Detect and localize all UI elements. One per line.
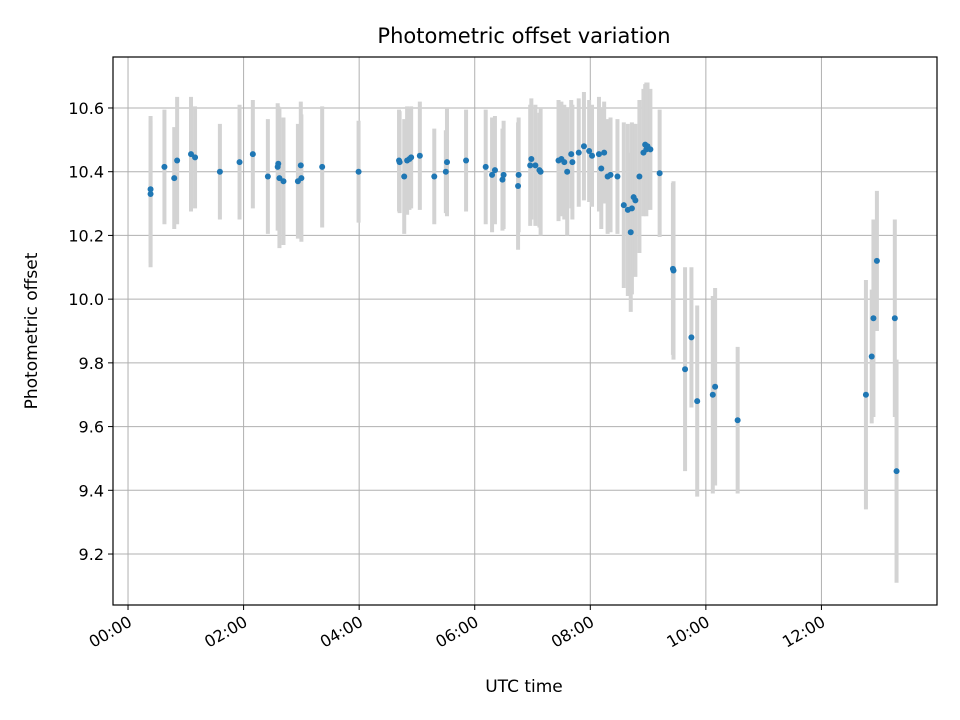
data-point	[647, 146, 654, 153]
data-point	[694, 398, 701, 405]
data-point	[431, 173, 438, 180]
data-point	[620, 202, 627, 209]
data-point	[561, 159, 568, 166]
data-point	[709, 391, 716, 398]
y-tick-label: 9.2	[79, 545, 104, 564]
data-point	[688, 334, 695, 341]
y-tick-label: 9.4	[79, 481, 104, 500]
data-point	[236, 159, 243, 166]
data-point	[595, 151, 602, 158]
chart-title: Photometric offset variation	[377, 24, 670, 48]
data-point	[575, 149, 582, 156]
data-point	[491, 167, 498, 174]
data-point	[174, 157, 181, 164]
data-point	[528, 155, 535, 162]
data-point	[515, 183, 522, 190]
data-point	[568, 151, 575, 158]
data-point	[580, 143, 587, 150]
data-point	[147, 191, 154, 197]
data-point	[527, 162, 534, 169]
y-tick-label: 10.4	[68, 163, 104, 182]
data-point	[276, 175, 283, 182]
y-tick-label: 9.8	[79, 354, 104, 373]
y-tick-label: 10.6	[68, 99, 104, 118]
data-point	[868, 353, 875, 360]
data-point	[192, 154, 199, 161]
x-axis-title: UTC time	[485, 677, 563, 697]
data-point	[656, 170, 663, 177]
data-point	[564, 168, 571, 175]
data-point	[171, 175, 178, 182]
data-point	[614, 173, 621, 180]
data-point	[264, 173, 271, 180]
data-point	[188, 151, 195, 158]
data-point	[463, 157, 470, 164]
y-axis-title: Photometric offset	[22, 252, 42, 409]
data-point	[632, 197, 639, 204]
data-point	[607, 171, 614, 178]
data-point	[601, 149, 608, 156]
data-point	[636, 173, 643, 180]
data-point	[598, 165, 605, 172]
data-point	[216, 168, 223, 175]
data-point	[500, 171, 507, 178]
data-point	[670, 267, 677, 274]
data-point	[499, 176, 506, 183]
data-point	[712, 383, 719, 390]
data-point	[443, 159, 450, 166]
data-point	[589, 152, 596, 159]
data-point	[408, 154, 415, 161]
data-point	[297, 162, 304, 169]
data-point	[416, 152, 423, 159]
data-point	[873, 257, 880, 264]
data-point	[734, 417, 741, 424]
data-point	[682, 366, 689, 373]
data-point	[870, 315, 877, 322]
data-point	[515, 171, 522, 178]
data-point	[532, 162, 539, 169]
data-point	[161, 163, 168, 170]
data-point	[893, 468, 900, 475]
data-point	[249, 151, 256, 158]
data-point	[442, 168, 449, 175]
data-point	[586, 147, 593, 154]
data-points	[147, 141, 900, 475]
data-point	[319, 163, 326, 170]
data-point	[147, 186, 154, 193]
data-point	[275, 160, 282, 167]
data-point	[628, 205, 635, 212]
y-tick-label: 10.0	[68, 290, 104, 309]
data-point	[489, 171, 496, 178]
y-tick-label: 9.6	[79, 418, 104, 437]
data-point	[482, 163, 489, 170]
data-point	[298, 175, 305, 182]
data-point	[891, 315, 898, 322]
data-point	[627, 229, 634, 236]
data-point	[396, 159, 403, 166]
y-tick-label: 10.2	[68, 226, 104, 245]
data-point	[355, 168, 362, 175]
data-point	[401, 173, 408, 180]
data-point	[537, 168, 544, 175]
data-point	[862, 391, 869, 398]
plot-frame	[112, 56, 938, 606]
data-point	[569, 159, 576, 166]
data-point	[280, 178, 287, 185]
